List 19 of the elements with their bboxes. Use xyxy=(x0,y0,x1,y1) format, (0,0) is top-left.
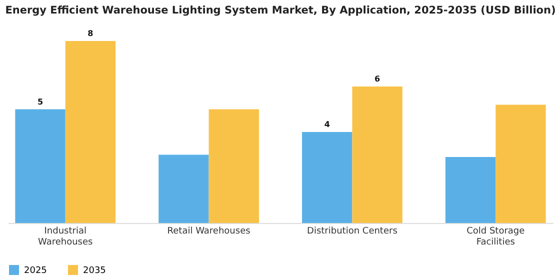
bar xyxy=(302,132,352,223)
chart-title: Energy Efficient Warehouse Lighting System Market, By Application, 2025-2035 (USD Billion) xyxy=(5,4,556,16)
bar xyxy=(65,41,116,223)
data-label: 4 xyxy=(324,120,330,129)
data-label: 6 xyxy=(374,74,381,84)
bar xyxy=(158,154,209,223)
bar xyxy=(352,86,402,223)
x-tick-label: Cold Storage Facilities xyxy=(466,226,526,248)
bar xyxy=(445,157,496,223)
x-tick-label: Retail Warehouses xyxy=(167,226,251,236)
bar xyxy=(496,104,546,223)
legend-label: 2035 xyxy=(83,266,106,276)
legend-label: 2025 xyxy=(24,266,47,276)
bar xyxy=(208,109,259,223)
data-label: 8 xyxy=(88,29,94,38)
data-label: 5 xyxy=(37,97,44,106)
bar xyxy=(15,109,66,223)
x-tick-label: Distribution Centers xyxy=(307,226,398,236)
x-tick-label: Industrial Warehouses xyxy=(38,226,94,248)
